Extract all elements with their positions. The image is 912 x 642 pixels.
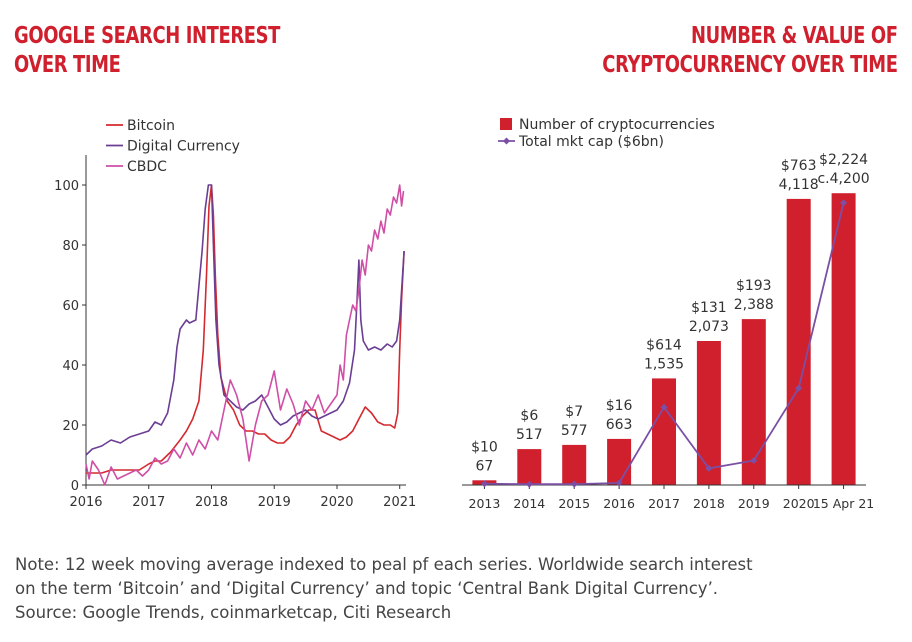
legend-label-digital-currency: Digital Currency [127,139,240,155]
bar-2014 [517,449,542,485]
mktcap-point-2013 [480,480,488,488]
x-tick-label: 2021 [383,495,416,510]
mktcap-point-15-apr-21 [840,199,848,207]
x-tick-label: 2017 [132,495,165,510]
left-chart-title: Google search interest over time [14,22,280,80]
series-line-bitcoin [86,184,405,474]
series-line-digital-currency [85,184,405,456]
x-tick-label: 2020 [783,496,815,511]
mktcap-point-2016 [615,479,623,487]
mktcap-value-label: $193 [736,278,772,294]
bar-2017 [652,378,676,485]
legend-label-bitcoin: Bitcoin [127,118,175,134]
note-line-1: Note: 12 week moving average indexed to … [15,555,753,574]
note-line-2: on the term ‘Bitcoin’ and ‘Digital Curre… [15,579,719,598]
x-tick-label: 2013 [469,496,501,511]
x-tick-label: 2020 [320,495,353,510]
bar-count-label: 1,535 [644,356,684,372]
bar-count-label: 663 [606,417,633,433]
x-tick-label: 15 Apr 21 [813,496,874,511]
mktcap-point-2019 [750,457,758,465]
mktcap-value-label: $131 [691,300,727,316]
mktcap-point-2020 [795,384,803,392]
bar-count-label: c.4,200 [817,171,869,187]
mktcap-value-label: $614 [646,337,682,353]
bar-2020 [786,198,811,485]
bar-15-apr-21 [831,193,856,485]
bar-count-label: 517 [516,427,543,443]
y-tick-label: 100 [54,179,79,194]
bar-2016 [607,438,632,485]
y-tick-label: 80 [62,239,79,254]
legend-swatch-number-of-cryptocurrencies [500,118,512,130]
mktcap-value-label: $7 [565,404,583,420]
footnote: Note: 12 week moving average indexed to … [15,553,905,625]
bar-count-label: 4,118 [779,177,819,193]
mktcap-point-2018 [705,464,713,472]
bar-count-label: 2,073 [689,319,729,335]
x-tick-label: 2015 [558,496,590,511]
y-tick-label: 60 [62,299,79,314]
x-tick-label: 2014 [513,496,545,511]
x-tick-label: 2019 [258,495,291,510]
left-title-line-1: Google search interest [14,23,281,49]
mktcap-point-2017 [660,403,668,411]
bar-2015 [562,444,587,485]
legend-label-cbdc: CBDC [127,159,167,175]
bar-count-label: 2,388 [734,297,774,313]
search-interest-line-chart: 0 20 40 60 80 100 2016 2017 2018 2019 2020 2021 Bitc… [54,118,416,510]
mktcap-value-label: $6 [520,408,538,424]
bar-count-label: 67 [476,458,494,474]
right-chart-title: Number & value of cryptocurrency over ti… [602,22,899,80]
bar-2018 [696,341,721,485]
x-tick-label: 2016 [603,496,635,511]
mktcap-point-2015 [570,480,578,488]
mktcap-value-label: $763 [781,158,817,174]
y-tick-label: 20 [62,419,79,434]
legend-label-total-mkt-cap: Total mkt cap ($6bn) [518,134,664,150]
mktcap-value-label: $16 [606,398,633,414]
y-tick-label: 40 [62,359,79,374]
legend-marker-total-mkt-cap [503,137,510,145]
series-line-cbdc [85,184,405,486]
x-tick-label: 2018 [693,496,725,511]
source-line: Source: Google Trends, coinmarketcap, Ci… [15,603,452,622]
y-tick-label: 0 [71,479,79,494]
left-title-line-2: over time [14,52,121,78]
x-tick-label: 2017 [648,496,680,511]
x-tick-label: 2018 [195,495,228,510]
x-tick-label: 2019 [738,496,770,511]
mktcap-point-2014 [525,480,533,488]
x-tick-label: 2016 [69,495,102,510]
charts-canvas: 0 20 40 60 80 100 2016 2017 2018 2019 2020 2021 Bitc… [54,117,874,511]
right-title-line-2: cryptocurrency over time [602,52,899,78]
bar-count-label: 577 [561,423,588,439]
mktcap-value-label: $2,224 [819,152,868,168]
right-title-line-1: Number & value of [691,23,898,49]
mktcap-value-label: $10 [471,439,498,455]
legend-label-number-of-cryptocurrencies: Number of cryptocurrencies [519,117,715,133]
